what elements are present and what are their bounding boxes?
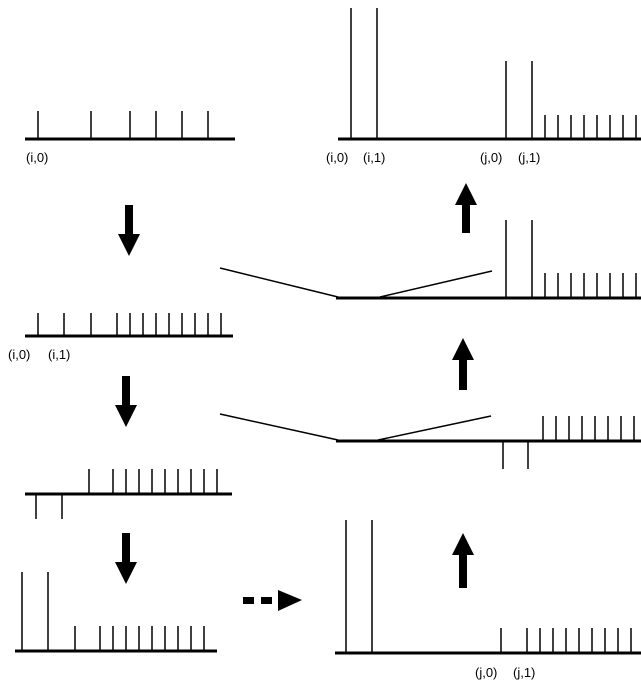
label-j0: (j,0) — [475, 665, 497, 680]
projection-line-right — [379, 270, 493, 298]
right-panel-bottom: (j,0) (j,1) — [335, 520, 641, 680]
projection-line-left — [219, 413, 339, 441]
spikes — [502, 416, 635, 469]
label-i0: (i,0) — [26, 150, 48, 165]
label-i0: (i,0) — [326, 150, 348, 165]
arrow-up-icon — [452, 533, 474, 588]
left-panel-2: (i,0) (i,1) — [8, 313, 233, 362]
left-panel-1: (i,0) — [25, 111, 235, 165]
spikes — [21, 572, 205, 651]
projection-line-left — [219, 267, 339, 298]
right-panel-3 — [219, 413, 641, 469]
arrow-down-icon — [115, 376, 137, 427]
spikes — [37, 313, 222, 336]
spikes — [35, 469, 218, 519]
arrow-up-icon — [452, 338, 474, 390]
right-panel-top: (i,0) (i,1) (j,0) (j,1) — [326, 8, 641, 165]
label-i0: (i,0) — [8, 347, 30, 362]
spikes — [345, 520, 632, 653]
label-j1: (j,1) — [513, 665, 535, 680]
label-i1: (i,1) — [363, 150, 385, 165]
left-panel-4 — [15, 572, 217, 653]
label-j1: (j,1) — [518, 150, 540, 165]
spikes — [37, 111, 209, 139]
right-panel-2 — [219, 220, 641, 300]
dashed-arrow-right-icon — [243, 590, 302, 611]
arrow-down-icon — [118, 205, 140, 256]
left-panel-3 — [25, 469, 232, 519]
label-i1: (i,1) — [48, 347, 70, 362]
spikes — [350, 8, 637, 139]
spikes — [505, 220, 637, 298]
label-j0: (j,0) — [480, 150, 502, 165]
arrow-up-icon — [455, 183, 477, 233]
projection-line-right — [377, 415, 492, 441]
arrow-down-icon — [115, 533, 137, 584]
